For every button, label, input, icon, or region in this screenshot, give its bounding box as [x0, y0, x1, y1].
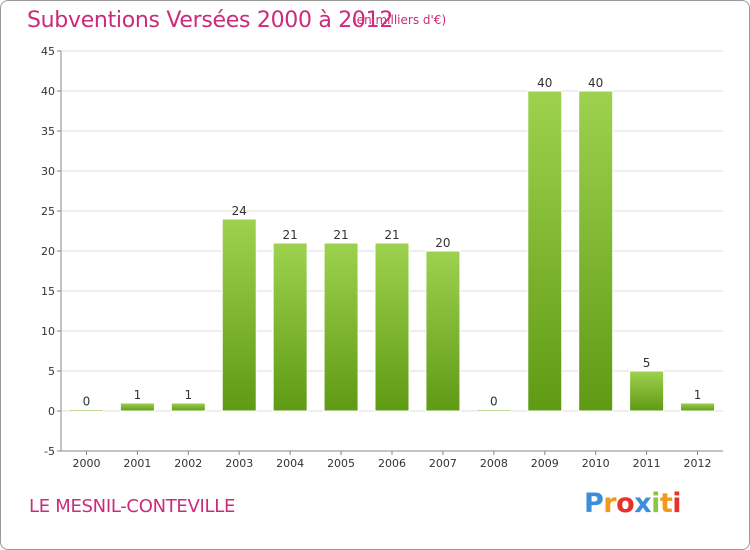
logo-letter: i [651, 488, 660, 519]
proxiti-logo: Proxiti [584, 488, 682, 519]
logo-letter: o [616, 488, 635, 519]
x-tick-labels: 2000 2001 2002 2003 2004 2005 2006 2007 2008 2009… [72, 457, 711, 470]
bar-value-label: 0 [83, 395, 91, 409]
bar-value-label: 40 [537, 76, 552, 90]
y-tick-label: -5 [44, 445, 55, 458]
bar [680, 402, 716, 412]
x-tick-label: 2012 [684, 457, 712, 470]
chart-subtitle: (en milliers d'€) [352, 13, 447, 27]
y-tick-label: 20 [41, 245, 55, 258]
logo-letter: t [659, 488, 673, 519]
y-tick-label: 15 [41, 285, 55, 298]
y-tick-label: 0 [48, 405, 55, 418]
y-tick-label: 40 [41, 85, 55, 98]
bar-value-label: 1 [134, 388, 142, 402]
bar-value-label: 5 [643, 356, 651, 370]
chart-title: Subventions Versées 2000 à 2012 [27, 8, 394, 33]
y-tick-label: 5 [48, 365, 55, 378]
bar [272, 242, 308, 412]
logo-letter: r [603, 488, 617, 519]
bar-value-label: 40 [588, 76, 603, 90]
y-tick-label: 25 [41, 205, 55, 218]
bars [68, 90, 716, 412]
bar [68, 409, 104, 412]
bar [170, 402, 206, 412]
x-tick-label: 2001 [123, 457, 151, 470]
x-tick-label: 2005 [327, 457, 355, 470]
bar-value-labels: 0 1 1 24 21 21 21 20 0 40 40 5 1 [83, 76, 702, 409]
logo-letter: i [672, 488, 682, 519]
bar [578, 90, 614, 412]
y-tick-label: 45 [41, 45, 55, 58]
x-tick-label: 2000 [72, 457, 100, 470]
y-tick-label: 35 [41, 125, 55, 138]
bar [323, 242, 359, 412]
x-tick-label: 2007 [429, 457, 457, 470]
bar-value-label: 20 [435, 236, 450, 250]
bar-value-label: 1 [694, 388, 702, 402]
bar-value-label: 24 [232, 204, 247, 218]
y-tick-label: 10 [41, 325, 55, 338]
y-tick-labels: -5 0 5 10 15 20 25 30 35 40 45 [41, 45, 55, 458]
x-tick-label: 2008 [480, 457, 508, 470]
bar-value-label: 21 [283, 228, 298, 242]
bar [527, 90, 563, 412]
bar-value-label: 1 [184, 388, 192, 402]
bar [476, 409, 512, 412]
logo-letter: P [584, 488, 604, 519]
bar-value-label: 0 [490, 395, 498, 409]
y-tick-label: 30 [41, 165, 55, 178]
bar-value-label: 21 [333, 228, 348, 242]
x-tick-label: 2003 [225, 457, 253, 470]
bar [119, 402, 155, 412]
x-tick-label: 2006 [378, 457, 406, 470]
bar-value-label: 21 [384, 228, 399, 242]
bar [425, 250, 461, 412]
bar [629, 370, 665, 412]
logo-letter: x [634, 488, 652, 519]
x-tick-label: 2009 [531, 457, 559, 470]
x-tick-label: 2004 [276, 457, 304, 470]
axes [57, 50, 723, 455]
commune-name: LE MESNIL-CONTEVILLE [29, 496, 236, 517]
bar [374, 242, 410, 412]
bar [221, 218, 257, 412]
x-tick-label: 2002 [174, 457, 202, 470]
x-tick-label: 2010 [582, 457, 610, 470]
x-tick-label: 2011 [633, 457, 661, 470]
